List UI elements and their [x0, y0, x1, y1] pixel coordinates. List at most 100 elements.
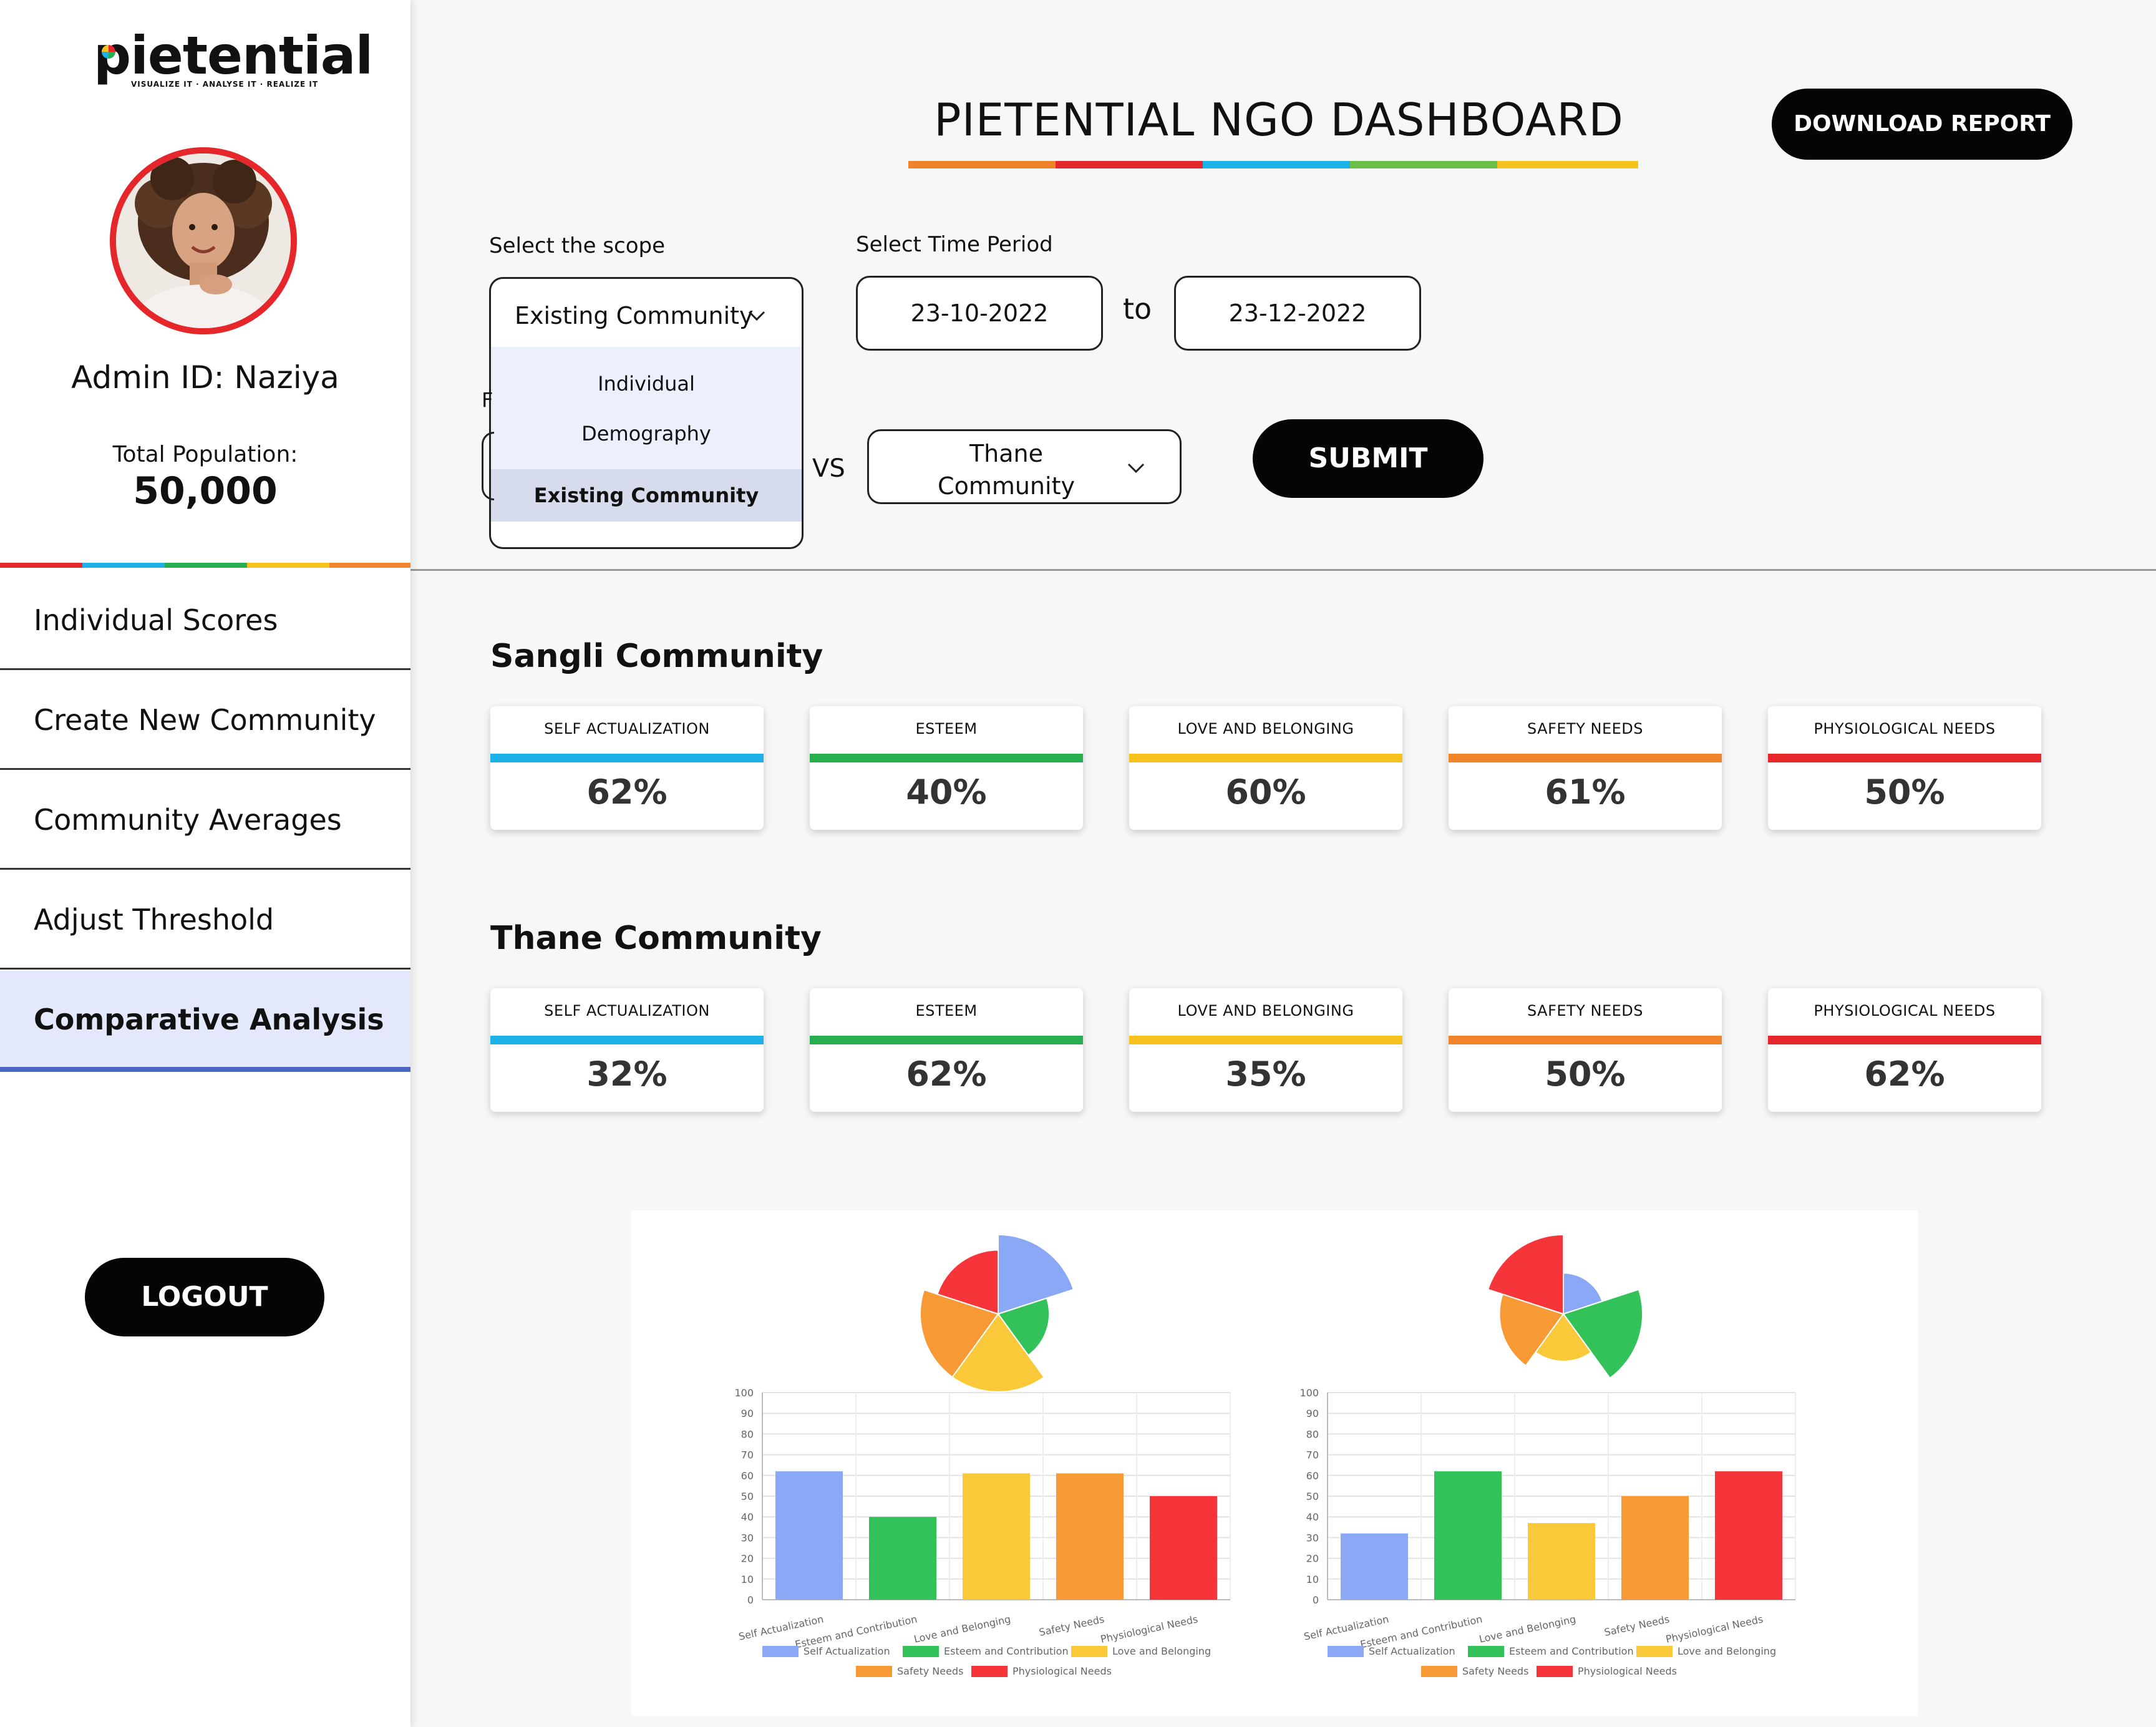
community-2-title: Thane Community — [490, 920, 822, 957]
metric-color-bar — [810, 754, 1083, 762]
scope-option-individual[interactable]: Individual — [598, 372, 695, 396]
y-tick-label: 80 — [741, 1428, 754, 1440]
bar — [1715, 1471, 1782, 1600]
polar-slice — [936, 1249, 999, 1315]
submit-button[interactable]: SUBMIT — [1253, 419, 1483, 498]
title-underline-blue — [1203, 161, 1350, 168]
download-report-button[interactable]: DOWNLOAD REPORT — [1772, 89, 2072, 160]
user-photo-icon — [116, 153, 291, 328]
nav-community-averages[interactable]: Community Averages — [0, 771, 410, 870]
metric-color-bar — [490, 1036, 764, 1044]
avatar[interactable] — [110, 147, 297, 334]
bar — [775, 1471, 843, 1600]
y-tick-label: 100 — [734, 1387, 754, 1399]
legend-label: Self Actualization — [1369, 1645, 1455, 1657]
bar — [869, 1517, 936, 1600]
legend-label: Love and Belonging — [1112, 1645, 1211, 1657]
logout-button[interactable]: LOGOUT — [85, 1258, 324, 1336]
metric-card-love-and-belonging: LOVE AND BELONGING 35% — [1129, 988, 1402, 1112]
metric-color-bar — [1768, 1036, 2041, 1044]
x-tick-label: Love and Belonging — [1478, 1613, 1577, 1645]
metric-color-bar — [1129, 754, 1402, 762]
legend-swatch — [1537, 1666, 1573, 1677]
legend-swatch — [1468, 1646, 1504, 1657]
scope-option-demography[interactable]: Demography — [581, 422, 711, 445]
y-tick-label: 10 — [1306, 1574, 1319, 1585]
legend-label: Esteem and Contribution — [944, 1645, 1069, 1657]
polar-slice — [919, 1289, 999, 1378]
metric-card-safety-needs: SAFETY NEEDS 61% — [1449, 706, 1722, 830]
y-tick-label: 90 — [1306, 1408, 1319, 1419]
y-tick-label: 40 — [741, 1511, 754, 1523]
x-tick-label: Safety Needs — [1603, 1613, 1671, 1638]
community-1-title: Sangli Community — [490, 638, 823, 675]
metric-card-safety-needs: SAFETY NEEDS 50% — [1449, 988, 1722, 1112]
admin-id: Admin ID: Naziya — [71, 359, 339, 396]
nav-comparative-analysis[interactable]: Comparative Analysis — [0, 971, 410, 1072]
legend-swatch — [971, 1666, 1008, 1677]
legend-label: Self Actualization — [804, 1645, 890, 1657]
time-period-label: Select Time Period — [856, 232, 1053, 257]
nav-create-new-community[interactable]: Create New Community — [0, 671, 410, 770]
metric-value: 50% — [1864, 772, 1945, 812]
filters-divider — [410, 569, 2156, 571]
polar-slice — [1487, 1233, 1564, 1315]
date-to-input[interactable]: 23-12-2022 — [1174, 276, 1421, 351]
metric-card-esteem: ESTEEM 62% — [810, 988, 1083, 1112]
legend-swatch — [1071, 1646, 1107, 1657]
y-tick-label: 0 — [747, 1594, 754, 1606]
scope-option-existing-community[interactable]: Existing Community — [491, 469, 802, 522]
metric-color-bar — [490, 754, 764, 762]
metric-label: SELF ACTUALIZATION — [544, 1002, 710, 1019]
bar — [1434, 1471, 1502, 1600]
comparison-charts-panel: 0 10 20 30 40 50 60 70 80 90 100 Self Actualization… — [631, 1210, 1918, 1716]
y-tick-label: 70 — [1306, 1449, 1319, 1461]
metric-value: 32% — [586, 1054, 668, 1094]
metric-value: 62% — [906, 1054, 987, 1094]
legend-label: Physiological Needs — [1012, 1665, 1112, 1677]
metric-value: 61% — [1545, 772, 1626, 812]
metric-label: SAFETY NEEDS — [1527, 1002, 1643, 1019]
title-underline-red — [1056, 161, 1203, 168]
divider-red — [0, 563, 82, 568]
scope-label: Select the scope — [489, 233, 666, 258]
metric-card-physiological-needs: PHYSIOLOGICAL NEEDS 62% — [1768, 988, 2041, 1112]
y-tick-label: 30 — [1306, 1532, 1319, 1544]
polar-slice — [951, 1313, 1045, 1393]
y-tick-label: 0 — [1313, 1594, 1319, 1606]
date-from-input[interactable]: 23-10-2022 — [856, 276, 1103, 351]
compare-select[interactable]: Thane Community — [867, 429, 1182, 504]
metric-label: SAFETY NEEDS — [1527, 720, 1643, 737]
compare-select-value: Thane Community — [938, 440, 1075, 500]
nav-individual-scores[interactable]: Individual Scores — [0, 572, 410, 670]
polar-slice — [1498, 1293, 1565, 1367]
metric-label: ESTEEM — [915, 1002, 978, 1019]
metric-label: PHYSIOLOGICAL NEEDS — [1814, 720, 1996, 737]
legend-label: Safety Needs — [897, 1665, 963, 1677]
bar-chart-2: 0 10 20 30 40 50 60 70 80 90 100 Self Actualization… — [1299, 1387, 1796, 1677]
to-label: to — [1123, 292, 1152, 326]
metric-value: 60% — [1225, 772, 1306, 812]
polar-slice — [1535, 1313, 1592, 1362]
y-tick-label: 50 — [741, 1491, 754, 1502]
metric-color-bar — [1449, 754, 1722, 762]
divider-yellow — [247, 563, 329, 568]
y-tick-label: 50 — [1306, 1491, 1319, 1502]
y-tick-label: 60 — [1306, 1470, 1319, 1482]
metric-value: 50% — [1545, 1054, 1626, 1094]
metric-value: 40% — [906, 772, 987, 812]
polar-area-chart-1 — [919, 1233, 1075, 1393]
nav-adjust-threshold[interactable]: Adjust Threshold — [0, 871, 410, 970]
polar-slice — [997, 1297, 1050, 1356]
metric-label: PHYSIOLOGICAL NEEDS — [1814, 1002, 1996, 1019]
scope-select[interactable]: Existing Community — [489, 277, 804, 351]
compare-from-select[interactable] — [482, 432, 494, 500]
vs-label: VS — [812, 454, 845, 483]
y-tick-label: 40 — [1306, 1511, 1319, 1523]
metric-card-self-actualization: SELF ACTUALIZATION 62% — [490, 706, 764, 830]
y-tick-label: 30 — [741, 1532, 754, 1544]
polar-slice — [998, 1233, 1075, 1315]
population-value: 50,000 — [133, 469, 278, 513]
x-tick-label: Physiological Needs — [1664, 1613, 1764, 1645]
